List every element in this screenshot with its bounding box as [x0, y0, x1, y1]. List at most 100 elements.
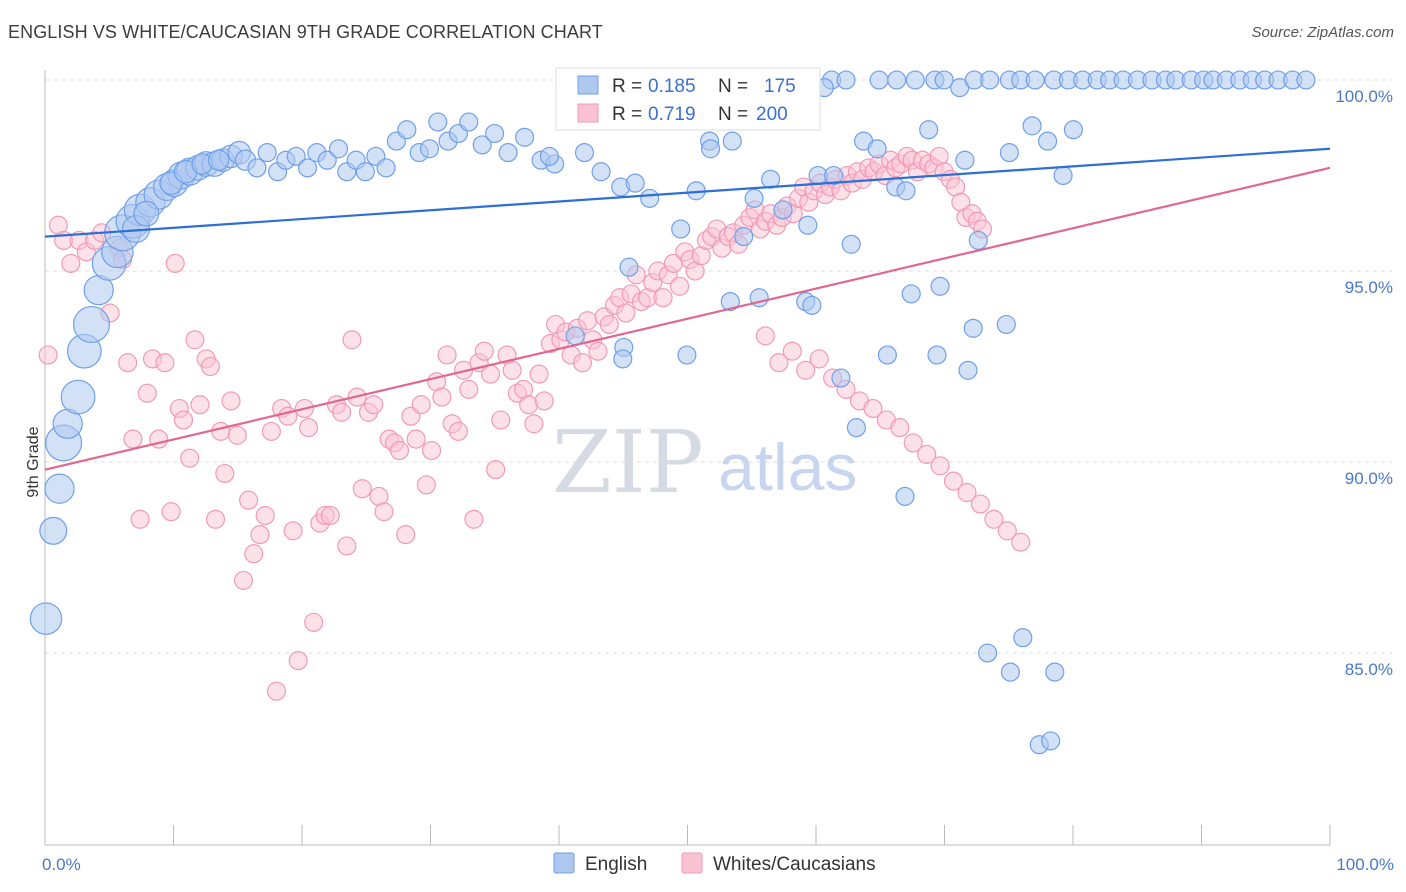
legend-whites-swatch [681, 852, 703, 874]
english-point [498, 143, 518, 163]
whites-point [173, 410, 194, 430]
english-point [247, 158, 267, 178]
grid: 85.0% 90.0% 95.0% 100.0% [45, 79, 1393, 679]
whites-point [448, 421, 468, 441]
whites-point [342, 330, 362, 350]
english-point [591, 162, 611, 182]
whites-point [616, 303, 636, 323]
whites-point [422, 440, 442, 461]
english-point [1013, 628, 1033, 648]
whites-point [970, 494, 990, 514]
english-point [996, 314, 1016, 335]
watermark: ZIP atlas [552, 413, 857, 513]
whites-point [364, 395, 384, 415]
english-point [60, 379, 96, 415]
english-point [734, 227, 754, 247]
whites-trend-line [44, 166, 1331, 471]
whites-point [61, 253, 81, 273]
english-point [472, 135, 492, 155]
english-point [963, 318, 983, 338]
english-point [297, 158, 318, 178]
whites-point [261, 421, 281, 441]
english-point [613, 349, 633, 369]
english-point [640, 188, 660, 208]
whites-point [239, 490, 259, 510]
whites-point [411, 395, 431, 415]
english-point [671, 219, 691, 239]
english-point [968, 230, 988, 250]
y-tick-label: 85.0% [1345, 660, 1393, 679]
whites-point [480, 364, 501, 384]
english-point [1000, 662, 1020, 682]
english-point [1025, 70, 1045, 90]
whites-point [185, 330, 205, 350]
english-point [539, 146, 559, 166]
english-point [1041, 731, 1061, 751]
english-point [824, 165, 844, 186]
stats-legend: R = 0.185 N = 175 R = 0.719 N = 200 [555, 67, 821, 131]
english-point [802, 295, 822, 315]
whites-point [320, 505, 340, 526]
english-point [133, 200, 160, 227]
whites-point [332, 402, 352, 422]
english-point [934, 70, 954, 90]
whites-point [190, 395, 210, 415]
english-point [565, 326, 585, 346]
x-tick-label-min: 0.0% [42, 855, 81, 874]
whites-point [155, 353, 175, 373]
english-point [867, 139, 887, 159]
whites-point [283, 521, 303, 541]
english-point [919, 120, 939, 140]
whites-point [227, 425, 247, 445]
english-point [355, 162, 375, 182]
whites-point [578, 311, 598, 331]
whites-point [599, 314, 619, 335]
whites-point [137, 383, 157, 403]
whites-point [670, 276, 690, 296]
english-point [927, 345, 947, 365]
english-point [1063, 120, 1083, 140]
whites-point [118, 353, 138, 373]
y-tick-label: 100.0% [1335, 87, 1393, 106]
stats-legend-whites-swatch [577, 103, 599, 123]
whites-point [374, 502, 394, 522]
whites-point [352, 479, 372, 499]
series-english-points [29, 70, 1316, 755]
english-point [29, 602, 63, 635]
whites-point [474, 341, 494, 361]
english-point [419, 139, 440, 159]
whites-point [266, 681, 287, 701]
whites-point [984, 509, 1004, 529]
whites-point [782, 341, 802, 361]
watermark-atlas: atlas [718, 430, 857, 504]
whites-point [917, 444, 937, 464]
english-point [677, 345, 697, 365]
stats-legend-whites-r-label: R = [612, 104, 642, 125]
whites-point [123, 429, 143, 449]
x-tick-label-max: 100.0% [1336, 855, 1394, 874]
english-point [1053, 165, 1073, 186]
english-point [896, 181, 916, 201]
english-point [701, 139, 721, 159]
english-point [72, 305, 111, 344]
whites-point [459, 379, 479, 399]
axes [44, 70, 1331, 846]
whites-point [299, 418, 319, 438]
whites-point [416, 475, 436, 495]
whites-point [809, 349, 829, 369]
english-point [761, 169, 781, 189]
english-point [397, 120, 417, 140]
stats-legend-whites-n-label: N = [718, 104, 748, 125]
whites-point [534, 391, 554, 411]
english-point [1022, 116, 1042, 136]
whites-point [529, 364, 549, 384]
whites-point [250, 525, 270, 545]
whites-point [502, 360, 522, 380]
stats-legend-english-n: 175 [764, 76, 796, 97]
english-point [901, 284, 921, 304]
english-point [207, 149, 230, 171]
english-point [44, 473, 75, 504]
whites-point [572, 353, 593, 373]
english-point [1296, 70, 1316, 90]
